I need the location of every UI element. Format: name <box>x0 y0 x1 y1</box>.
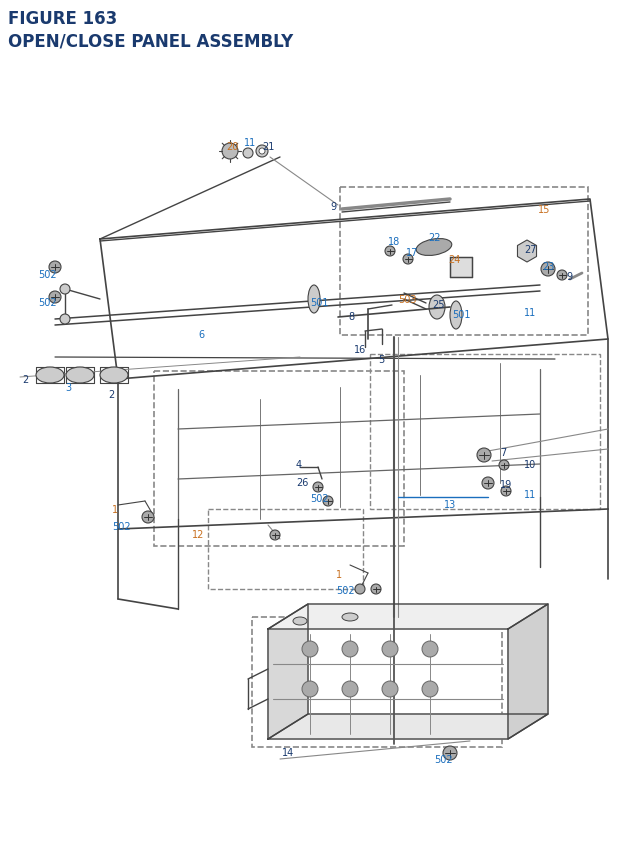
Text: 14: 14 <box>282 747 294 757</box>
Text: 6: 6 <box>198 330 204 339</box>
Circle shape <box>222 144 238 160</box>
Text: 9: 9 <box>330 201 336 212</box>
Polygon shape <box>508 604 548 739</box>
Ellipse shape <box>36 368 64 383</box>
Text: 501: 501 <box>452 310 470 319</box>
Ellipse shape <box>342 681 358 697</box>
Text: 501: 501 <box>310 298 328 307</box>
Text: 11: 11 <box>524 489 536 499</box>
Text: 502: 502 <box>336 585 355 595</box>
Text: 3: 3 <box>65 382 71 393</box>
Text: 18: 18 <box>388 237 400 247</box>
Text: 21: 21 <box>262 142 275 152</box>
Text: 502: 502 <box>434 754 452 764</box>
Text: 4: 4 <box>296 460 302 469</box>
Text: 8: 8 <box>348 312 354 322</box>
Text: 23: 23 <box>542 262 554 272</box>
Text: 503: 503 <box>398 294 417 305</box>
Text: 20: 20 <box>226 142 238 152</box>
Text: 9: 9 <box>566 272 572 282</box>
Circle shape <box>477 449 491 462</box>
Ellipse shape <box>66 368 94 383</box>
Polygon shape <box>268 604 308 739</box>
Circle shape <box>371 585 381 594</box>
Bar <box>252 617 502 747</box>
Ellipse shape <box>422 681 438 697</box>
Text: 17: 17 <box>406 248 419 257</box>
Circle shape <box>243 149 253 158</box>
Text: 11: 11 <box>244 138 256 148</box>
Circle shape <box>313 482 323 492</box>
Text: 7: 7 <box>500 448 506 457</box>
Text: 24: 24 <box>448 255 460 264</box>
Polygon shape <box>268 714 548 739</box>
Bar <box>370 355 600 510</box>
Text: 1: 1 <box>336 569 342 579</box>
Circle shape <box>259 149 265 155</box>
Circle shape <box>355 585 365 594</box>
Text: 10: 10 <box>524 460 536 469</box>
Circle shape <box>541 263 555 276</box>
Text: 1: 1 <box>112 505 118 514</box>
Ellipse shape <box>293 617 307 625</box>
Ellipse shape <box>382 681 398 697</box>
Circle shape <box>60 314 70 325</box>
Polygon shape <box>268 604 548 629</box>
Text: 25: 25 <box>432 300 445 310</box>
Circle shape <box>270 530 280 541</box>
Circle shape <box>385 247 395 257</box>
Circle shape <box>256 146 268 158</box>
Circle shape <box>443 746 457 760</box>
Text: FIGURE 163: FIGURE 163 <box>8 10 117 28</box>
Ellipse shape <box>302 681 318 697</box>
Circle shape <box>499 461 509 470</box>
Bar <box>340 188 588 336</box>
Text: 502: 502 <box>38 269 56 280</box>
Ellipse shape <box>450 301 462 330</box>
Ellipse shape <box>302 641 318 657</box>
Text: 502: 502 <box>38 298 56 307</box>
Text: 16: 16 <box>354 344 366 355</box>
Circle shape <box>60 285 70 294</box>
Text: 13: 13 <box>444 499 456 510</box>
Text: 12: 12 <box>192 530 204 539</box>
Ellipse shape <box>342 613 358 622</box>
Ellipse shape <box>382 641 398 657</box>
Text: 2: 2 <box>22 375 28 385</box>
Circle shape <box>482 478 494 489</box>
Bar <box>208 510 363 589</box>
Circle shape <box>49 262 61 274</box>
Text: 27: 27 <box>524 245 536 255</box>
Text: 22: 22 <box>428 232 440 243</box>
Circle shape <box>49 292 61 304</box>
Ellipse shape <box>422 641 438 657</box>
Ellipse shape <box>342 641 358 657</box>
Circle shape <box>323 497 333 506</box>
Text: 15: 15 <box>538 205 550 214</box>
Text: OPEN/CLOSE PANEL ASSEMBLY: OPEN/CLOSE PANEL ASSEMBLY <box>8 32 293 50</box>
Circle shape <box>557 270 567 281</box>
Circle shape <box>403 255 413 264</box>
Circle shape <box>142 511 154 523</box>
Text: 502: 502 <box>112 522 131 531</box>
Ellipse shape <box>429 295 445 319</box>
Ellipse shape <box>100 368 128 383</box>
Text: 26: 26 <box>296 478 308 487</box>
Text: 2: 2 <box>108 389 115 400</box>
Text: 11: 11 <box>524 307 536 318</box>
Ellipse shape <box>416 239 452 257</box>
Circle shape <box>501 486 511 497</box>
Text: 502: 502 <box>310 493 328 504</box>
Text: 19: 19 <box>500 480 512 489</box>
Ellipse shape <box>308 286 320 313</box>
Bar <box>450 257 472 278</box>
Bar <box>154 372 404 547</box>
Text: 5: 5 <box>378 355 384 364</box>
